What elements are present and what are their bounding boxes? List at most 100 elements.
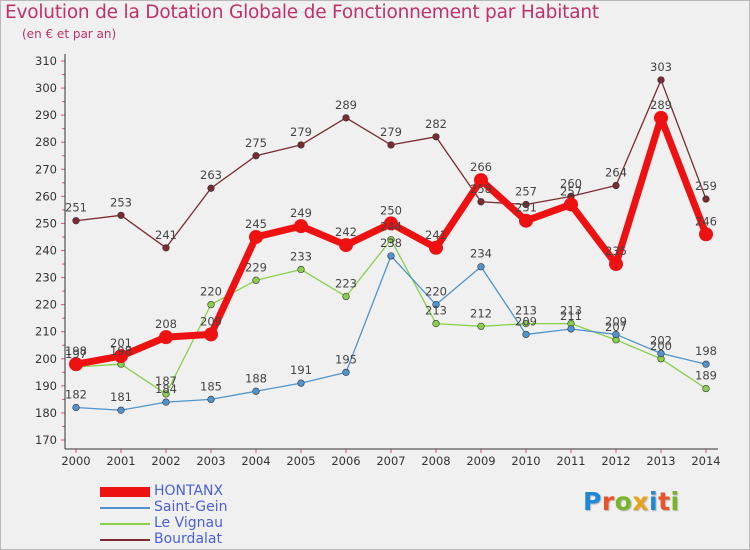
data-label-saint-gein: 209 (515, 314, 537, 328)
data-label-le-vignau: 187 (155, 374, 177, 388)
chart-subtitle: (en € et par an) (22, 27, 117, 41)
data-label-hontanx: 209 (200, 314, 222, 328)
legend-label-saint-gein: Saint-Gein (154, 499, 228, 515)
data-point-saint-gein (117, 406, 125, 414)
data-point-hontanx (699, 227, 713, 242)
x-tick-label: 2008 (421, 454, 450, 468)
legend-swatch-bourdalat (100, 539, 150, 541)
y-tick-label: 190 (35, 379, 57, 393)
data-point-saint-gein (612, 330, 620, 339)
data-label-saint-gein: 195 (335, 352, 357, 366)
y-tick-labels: 170 180 190 200 210 220 230 240 250 260 270 280 290 3… (35, 54, 57, 447)
data-label-le-vignau: 233 (290, 249, 312, 263)
data-point-hontanx (654, 110, 668, 125)
data-label-hontanx: 245 (245, 217, 267, 231)
data-point-bourdalat (207, 184, 215, 192)
data-label-bourdalat: 275 (245, 136, 267, 150)
data-point-saint-gein (162, 398, 170, 406)
data-point-hontanx (384, 216, 398, 231)
x-tick-label: 2009 (466, 454, 495, 468)
x-tick-label: 2012 (601, 454, 630, 468)
data-point-le-vignau (162, 390, 170, 398)
legend-swatch-le-vignau (100, 523, 150, 525)
data-point-saint-gein (432, 301, 440, 309)
data-label-le-vignau: 200 (650, 339, 672, 353)
logo-letter: r (601, 487, 615, 516)
x-tick-labels: 2000 2001 2002 2003 2004 2005 2006 2007 2008 2009… (61, 454, 720, 468)
data-label-hontanx: 251 (515, 201, 537, 215)
data-point-hontanx (114, 349, 128, 364)
data-label-hontanx: 249 (290, 206, 312, 220)
data-point-bourdalat (477, 198, 485, 206)
data-label-bourdalat: 241 (155, 228, 177, 242)
x-tick-label: 2010 (511, 454, 540, 468)
data-point-hontanx (69, 357, 83, 372)
logo-letter: i (649, 487, 659, 516)
legend-item-le-vignau[interactable]: Le Vignau (100, 515, 360, 532)
data-label-le-vignau: 212 (470, 306, 492, 320)
data-label-le-vignau: 223 (335, 277, 357, 291)
series-lines (69, 76, 713, 414)
data-label-hontanx: 242 (335, 225, 357, 239)
data-point-bourdalat (522, 200, 530, 209)
data-label-saint-gein: 238 (380, 236, 402, 250)
data-label-saint-gein: 188 (245, 371, 267, 385)
data-label-hontanx: 266 (470, 160, 492, 174)
data-point-hontanx (429, 240, 443, 255)
data-point-hontanx (339, 238, 353, 253)
y-tick-label: 280 (35, 135, 57, 149)
x-tick-label: 2006 (331, 454, 360, 468)
x-tick-label: 2003 (196, 454, 225, 468)
data-point-bourdalat (342, 114, 350, 122)
data-point-bourdalat (252, 152, 260, 160)
data-point-hontanx (204, 327, 218, 342)
x-tick-label: 2014 (691, 454, 720, 468)
data-label-hontanx: 235 (605, 244, 627, 258)
data-label-saint-gein: 185 (200, 379, 222, 393)
legend-item-saint-gein[interactable]: Saint-Gein (100, 499, 360, 516)
data-point-saint-gein (207, 395, 215, 403)
data-label-le-vignau: 213 (560, 304, 582, 318)
legend-item-bourdalat[interactable]: Bourdalat (100, 531, 360, 548)
data-point-bourdalat (432, 133, 440, 141)
proxiti-logo: Proxiti (583, 487, 680, 516)
data-point-le-vignau (207, 301, 215, 309)
data-label-bourdalat: 282 (425, 117, 447, 131)
data-point-bourdalat (657, 76, 665, 84)
y-tick-label: 250 (35, 216, 57, 230)
data-point-le-vignau (342, 292, 350, 301)
logo-letter: o (614, 487, 633, 516)
data-point-saint-gein (72, 403, 80, 412)
logo-letter: i (670, 487, 680, 516)
x-tick-label: 2005 (286, 454, 315, 468)
y-tick-label: 230 (35, 271, 57, 285)
data-label-le-vignau: 220 (200, 285, 222, 299)
data-label-bourdalat: 264 (605, 166, 627, 180)
x-tick-label: 2007 (376, 454, 405, 468)
y-tick-label: 310 (35, 54, 57, 68)
data-label-hontanx: 198 (65, 344, 87, 358)
data-label-saint-gein: 211 (560, 309, 582, 323)
y-tick-label: 300 (35, 81, 57, 95)
data-point-saint-gein (342, 368, 350, 376)
data-point-hontanx (474, 173, 488, 188)
legend-item-hontanx[interactable]: HONTANX (100, 483, 360, 500)
data-point-saint-gein (477, 263, 485, 271)
data-label-le-vignau: 229 (245, 260, 267, 274)
data-label-le-vignau: 189 (695, 369, 717, 383)
data-point-le-vignau (252, 276, 260, 284)
data-point-bourdalat (117, 211, 125, 219)
y-tick-label: 290 (35, 108, 57, 122)
data-label-hontanx: 246 (695, 214, 717, 228)
data-label-bourdalat: 279 (290, 125, 312, 139)
data-point-saint-gein (252, 387, 260, 395)
data-label-saint-gein: 220 (425, 285, 447, 299)
x-tick-label: 2004 (241, 454, 270, 468)
data-point-bourdalat (162, 244, 170, 252)
data-label-bourdalat: 289 (335, 98, 357, 112)
x-tick-label: 2002 (151, 454, 180, 468)
data-label-saint-gein: 182 (65, 388, 87, 402)
data-point-le-vignau (297, 265, 305, 274)
data-point-hontanx (249, 229, 263, 244)
